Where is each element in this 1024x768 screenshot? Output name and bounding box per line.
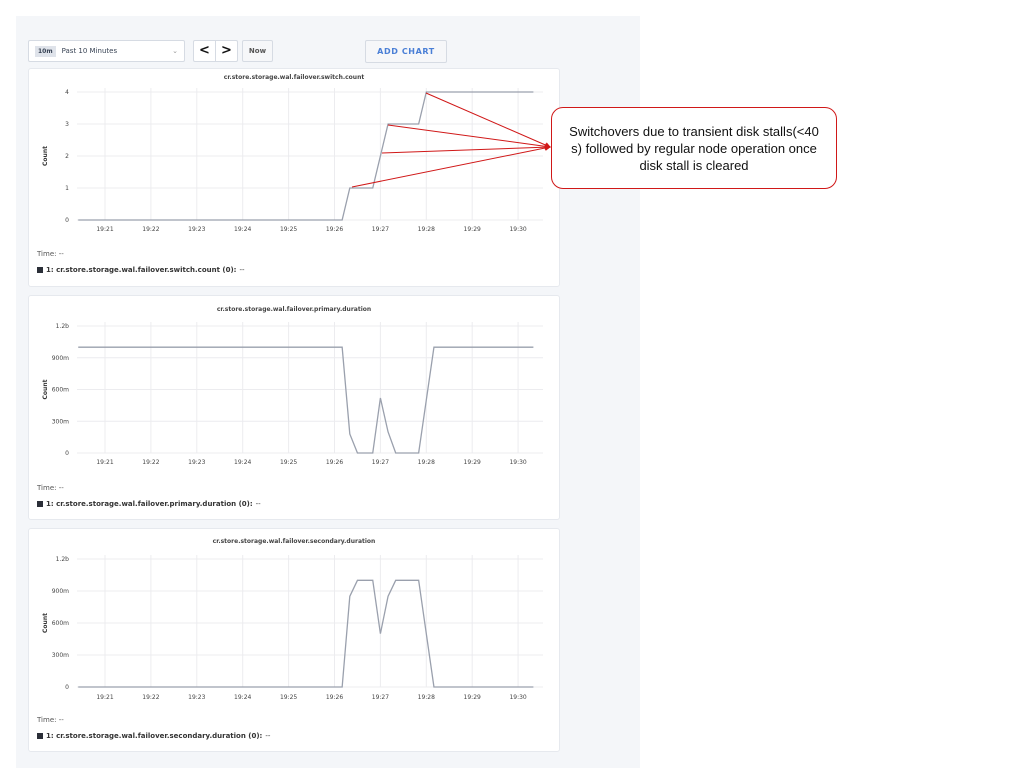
x-tick-label: 19:25 (280, 459, 297, 466)
x-tick-label: 19:30 (509, 459, 526, 466)
x-tick-label: 19:25 (280, 226, 297, 233)
x-tick-label: 19:30 (509, 226, 526, 233)
x-tick-label: 19:26 (326, 459, 343, 466)
x-tick-label: 19:22 (142, 226, 159, 233)
y-tick-label: 600m (52, 620, 69, 627)
chart-plot: 0 300m 600m 900m 1.2b 19:21 19:22 19:23 19:24 19:… (42, 555, 543, 701)
x-tick-label: 19:30 (509, 694, 526, 701)
x-tick-label: 19:23 (188, 694, 205, 701)
legend-label: 1: cr.store.storage.wal.failover.seconda… (46, 732, 263, 740)
x-tick-label: 19:23 (188, 459, 205, 466)
x-tick-label: 19:24 (234, 694, 251, 701)
add-chart-button[interactable]: ADD CHART (365, 40, 447, 63)
y-tick-label: 0 (65, 217, 69, 224)
x-tick-label: 19:27 (372, 459, 389, 466)
annotation-arrow (351, 145, 551, 188)
x-tick-label: 19:23 (188, 226, 205, 233)
now-button[interactable]: Now (242, 40, 273, 62)
legend-value: -- (265, 732, 271, 740)
y-axis-label: Count (42, 613, 49, 633)
time-label: Time: (37, 250, 57, 258)
chart-card-secondary-duration: cr.store.storage.wal.failover.secondary.… (28, 528, 560, 752)
chart-plot: 0 300m 600m 900m 1.2b 19:21 19:22 19:23 19:24 19:… (42, 322, 543, 466)
chart-plot: 0 1 2 3 4 19:21 19:22 19:23 19:24 19:25 19:26 19:27… (42, 88, 543, 233)
x-tick-label: 19:24 (234, 459, 251, 466)
y-axis-label: Count (42, 379, 49, 399)
y-axis-label: Count (42, 146, 49, 166)
x-tick-label: 19:26 (326, 226, 343, 233)
y-tick-label: 0 (65, 684, 69, 691)
x-tick-label: 19:25 (280, 694, 297, 701)
y-tick-label: 1.2b (56, 556, 70, 563)
y-tick-label: 4 (65, 89, 69, 96)
legend-value: -- (239, 266, 245, 274)
time-readout: Time: -- (37, 484, 64, 492)
legend-item[interactable]: 1: cr.store.storage.wal.failover.primary… (37, 500, 261, 508)
y-tick-label: 600m (52, 387, 69, 394)
x-tick-label: 19:21 (96, 226, 113, 233)
time-value: -- (58, 250, 64, 258)
time-readout: Time: -- (37, 716, 64, 724)
x-tick-label: 19:29 (464, 226, 481, 233)
y-tick-label: 3 (65, 121, 69, 128)
x-tick-label: 19:28 (418, 694, 435, 701)
x-tick-label: 19:24 (234, 226, 251, 233)
y-tick-label: 900m (52, 355, 69, 362)
legend-swatch (37, 267, 43, 273)
y-tick-label: 300m (52, 418, 69, 425)
y-tick-label: 300m (52, 652, 69, 659)
legend-value: -- (255, 500, 261, 508)
x-tick-label: 19:21 (96, 694, 113, 701)
series-line (78, 579, 534, 688)
chevron-down-icon: ⌄ (172, 47, 178, 55)
y-tick-label: 900m (52, 588, 69, 595)
x-tick-label: 19:22 (142, 694, 159, 701)
y-tick-label: 1 (65, 185, 69, 192)
prev-button[interactable]: < (199, 43, 210, 58)
x-tick-label: 19:27 (372, 226, 389, 233)
x-tick-label: 19:29 (464, 459, 481, 466)
time-value: -- (58, 716, 64, 724)
next-button[interactable]: > (215, 41, 237, 61)
x-tick-label: 19:28 (418, 226, 435, 233)
legend-swatch (37, 501, 43, 507)
legend-label: 1: cr.store.storage.wal.failover.switch.… (46, 266, 237, 274)
time-range-select[interactable]: 10m Past 10 Minutes ⌄ (28, 40, 185, 62)
y-tick-label: 0 (65, 450, 69, 457)
x-tick-label: 19:28 (418, 459, 435, 466)
chart-title: cr.store.storage.wal.failover.switch.cou… (223, 74, 365, 81)
annotation-callout: Switchovers due to transient disk stalls… (551, 107, 837, 189)
time-label: Time: (37, 716, 57, 724)
legend-item[interactable]: 1: cr.store.storage.wal.failover.switch.… (37, 266, 245, 274)
x-tick-label: 19:29 (464, 694, 481, 701)
legend-label: 1: cr.store.storage.wal.failover.primary… (46, 500, 253, 508)
series-line (78, 91, 534, 221)
chart-card-primary-duration: cr.store.storage.wal.failover.primary.du… (28, 295, 560, 520)
chart-title: cr.store.storage.wal.failover.secondary.… (212, 538, 376, 545)
range-label: Past 10 Minutes (61, 47, 118, 55)
time-label: Time: (37, 484, 57, 492)
y-tick-label: 1.2b (56, 323, 70, 330)
series-line (78, 346, 534, 454)
annotation-arrow (425, 92, 551, 148)
time-value: -- (58, 484, 64, 492)
x-tick-label: 19:22 (142, 459, 159, 466)
range-badge: 10m (35, 45, 56, 57)
x-tick-label: 19:27 (372, 694, 389, 701)
x-tick-label: 19:26 (326, 694, 343, 701)
chart-title: cr.store.storage.wal.failover.primary.du… (216, 306, 372, 313)
x-tick-label: 19:21 (96, 459, 113, 466)
annotation-arrow (387, 124, 551, 150)
time-nav: < > (193, 40, 238, 62)
legend-item[interactable]: 1: cr.store.storage.wal.failover.seconda… (37, 732, 270, 740)
y-tick-label: 2 (65, 153, 69, 160)
annotation-arrow (381, 144, 551, 154)
legend-swatch (37, 733, 43, 739)
chart-card-switch-count: cr.store.storage.wal.failover.switch.cou… (28, 68, 560, 287)
time-readout: Time: -- (37, 250, 64, 258)
